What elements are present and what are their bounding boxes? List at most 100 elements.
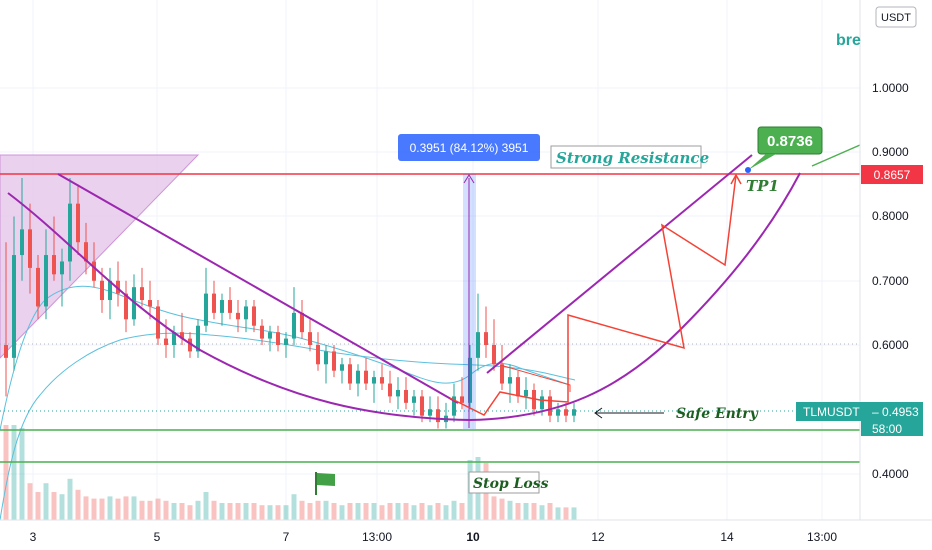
- tp1-label[interactable]: TP1: [746, 177, 779, 195]
- rounding-bottom-curve[interactable]: [7, 172, 801, 422]
- candle: [204, 267, 208, 333]
- candle: [388, 370, 392, 403]
- candle-body: [308, 332, 312, 345]
- candle: [148, 280, 152, 320]
- uptrend-line[interactable]: [486, 154, 753, 374]
- candle: [332, 345, 336, 378]
- volume-bar: [75, 489, 81, 520]
- candle-body: [428, 409, 432, 416]
- candle-body: [524, 389, 528, 397]
- candle: [92, 242, 96, 288]
- candle: [572, 402, 576, 423]
- candle-body: [172, 332, 176, 345]
- candle: [236, 300, 240, 333]
- candle: [500, 345, 504, 390]
- candle-body: [68, 203, 72, 262]
- volume-bar: [59, 494, 65, 520]
- volume-bar: [531, 503, 537, 520]
- candle-body: [356, 370, 360, 384]
- candle-body: [556, 409, 560, 416]
- volume-bar: [267, 505, 273, 520]
- volume-bar: [3, 425, 9, 520]
- candle: [300, 300, 304, 339]
- candle-body: [388, 383, 392, 397]
- candle-body: [52, 255, 56, 275]
- candle-body: [548, 396, 552, 416]
- candle: [244, 300, 248, 333]
- strong-resistance-label[interactable]: Strong Resistance: [556, 149, 709, 167]
- volume-bar: [363, 503, 369, 520]
- volume-bar: [403, 503, 409, 520]
- countdown-text: 58:00: [872, 422, 902, 436]
- volume-bar: [43, 483, 49, 520]
- candle-body: [564, 409, 568, 416]
- candle-body: [188, 338, 192, 352]
- ma-line-fast: [0, 285, 571, 431]
- candle-body: [164, 338, 168, 345]
- x-tick-label: 5: [154, 530, 161, 544]
- price-axis[interactable]: [860, 0, 932, 520]
- x-tick-label: 13:00: [362, 530, 392, 544]
- candle: [436, 396, 440, 429]
- candle: [516, 370, 520, 403]
- ticker-price: 0.4953: [882, 405, 919, 419]
- volume-bar: [411, 505, 417, 520]
- downtrend-line[interactable]: [57, 173, 459, 404]
- candle: [36, 255, 40, 320]
- candle-body: [156, 306, 160, 339]
- currency-badge[interactable]: [875, 6, 917, 28]
- green-trend-line[interactable]: [811, 144, 861, 167]
- volume-bar: [451, 500, 457, 520]
- candle-body: [348, 364, 352, 384]
- candle-body: [12, 255, 16, 358]
- volume-bar: [243, 503, 249, 520]
- flag-icon[interactable]: [315, 472, 335, 495]
- target-callout[interactable]: [745, 126, 823, 173]
- volume-bar: [235, 503, 241, 520]
- candle-body: [516, 377, 520, 397]
- y-tick-label: 0.4000: [872, 467, 909, 481]
- x-tick-label: 7: [283, 530, 290, 544]
- candle-body: [196, 325, 200, 352]
- candle-body: [364, 370, 368, 384]
- volume-bar: [299, 500, 305, 520]
- ticker-symbol: TLMUSDT: [803, 405, 860, 419]
- candle: [76, 184, 80, 256]
- candle-body: [268, 332, 272, 339]
- volume-bar: [155, 498, 161, 520]
- volume-bar: [339, 505, 345, 520]
- candle: [372, 370, 376, 403]
- volume-bar: [331, 503, 337, 520]
- candle: [564, 402, 568, 423]
- candle: [380, 364, 384, 390]
- candle: [68, 177, 72, 281]
- candle-body: [500, 364, 504, 384]
- resistance-price-text: 0.8657: [874, 168, 911, 182]
- volume-bar: [51, 492, 57, 520]
- time-axis[interactable]: 3 5 7 13:00 10 12 14 13:00: [30, 530, 838, 544]
- candle-body: [332, 351, 336, 371]
- volume-bar: [259, 505, 265, 520]
- candle: [44, 229, 48, 320]
- candle: [452, 383, 456, 423]
- candle-body: [60, 261, 64, 275]
- safe-entry-label[interactable]: Safe Entry: [676, 406, 759, 422]
- candle: [52, 216, 56, 281]
- volume-bar: [211, 500, 217, 520]
- stop-loss-label[interactable]: Stop Loss: [473, 476, 549, 492]
- candle-body: [36, 267, 40, 307]
- wedge-small: [499, 364, 571, 392]
- candle: [60, 248, 64, 307]
- volume-bars: [3, 425, 577, 520]
- volume-bar: [539, 505, 545, 520]
- candle-body: [412, 396, 416, 403]
- candle-body: [148, 300, 152, 307]
- candle-body: [4, 345, 8, 358]
- candle-body: [508, 377, 512, 384]
- projection-zigzag[interactable]: [449, 174, 737, 416]
- candle: [324, 345, 328, 384]
- volume-bar: [251, 503, 257, 520]
- volume-bar: [371, 503, 377, 520]
- volume-bar: [307, 503, 313, 520]
